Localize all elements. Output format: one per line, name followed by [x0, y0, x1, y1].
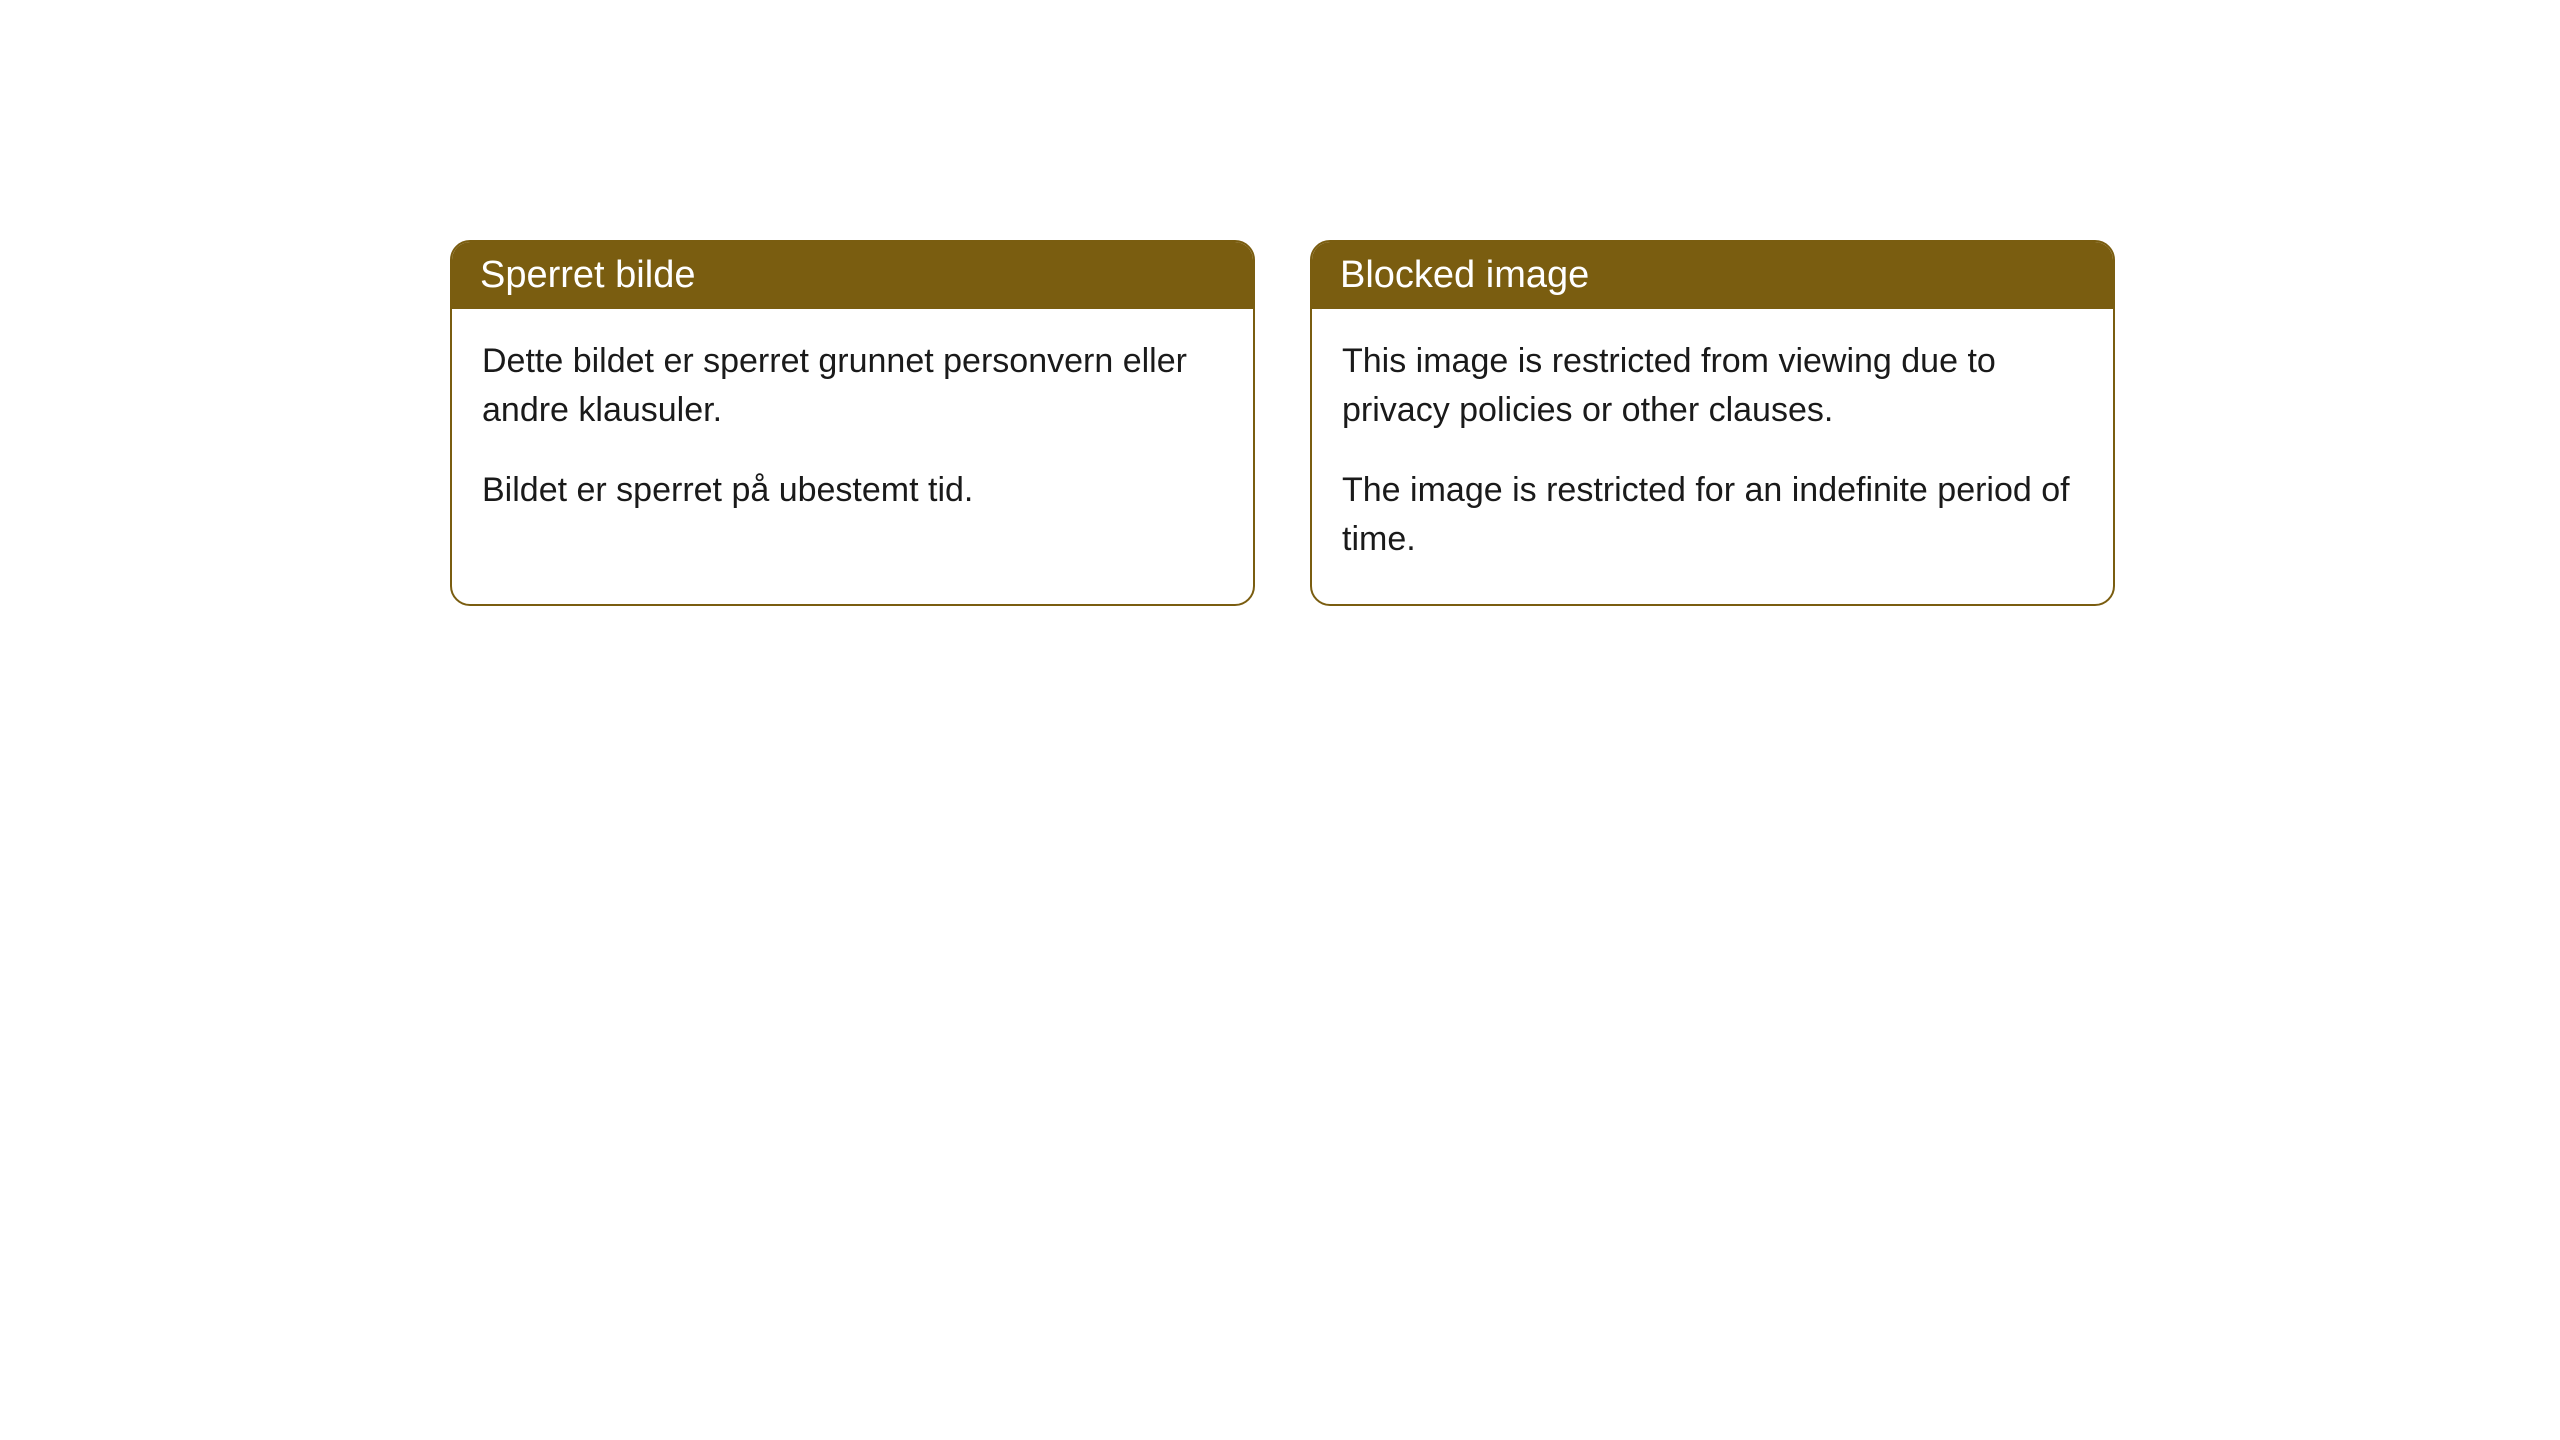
card-body: This image is restricted from viewing du…: [1312, 309, 2113, 604]
card-title: Blocked image: [1340, 254, 1589, 296]
card-header: Blocked image: [1312, 242, 2113, 309]
notice-card-english: Blocked image This image is restricted f…: [1310, 240, 2115, 606]
card-header: Sperret bilde: [452, 242, 1253, 309]
card-paragraph-1: Dette bildet er sperret grunnet personve…: [482, 337, 1223, 436]
card-paragraph-2: The image is restricted for an indefinit…: [1342, 466, 2083, 565]
notice-card-norwegian: Sperret bilde Dette bildet er sperret gr…: [450, 240, 1255, 606]
card-paragraph-1: This image is restricted from viewing du…: [1342, 337, 2083, 436]
card-paragraph-2: Bildet er sperret på ubestemt tid.: [482, 466, 1223, 515]
card-title: Sperret bilde: [480, 254, 695, 296]
notice-cards-container: Sperret bilde Dette bildet er sperret gr…: [450, 240, 2560, 606]
card-body: Dette bildet er sperret grunnet personve…: [452, 309, 1253, 555]
